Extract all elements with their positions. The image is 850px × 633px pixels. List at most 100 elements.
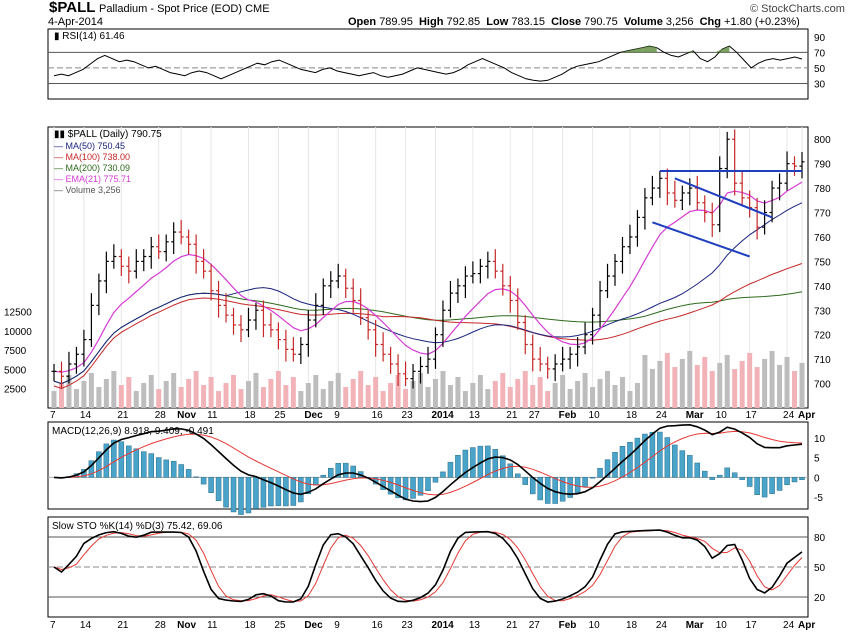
rsi-overbought-fill [627,49,635,53]
volume-bar [664,352,670,408]
macd-histogram-bar [731,472,738,478]
volume-bar [388,383,394,408]
panel-frame-rsi [47,28,809,100]
volume-bar [642,354,648,408]
volume-bar [597,378,603,408]
macd-histogram-bar [612,452,618,478]
volume-bar [649,368,655,408]
macd-histogram-bar [507,463,514,478]
ohlc-bar [201,249,207,279]
macd-histogram-bar [515,473,521,478]
rsi-overbought-fill [714,49,723,53]
macd-y-tick: 5 [814,454,820,465]
volume-bar [694,364,700,408]
volume-bar [717,362,723,408]
ohlc-bar [440,300,446,347]
macd-histogram-bar [702,470,708,478]
x-tick-label-sto: 7 [50,620,56,631]
ohlc-bar [231,307,237,335]
macd-histogram-bar [342,462,349,478]
trendline [652,221,750,258]
volume-bar [253,372,259,408]
macd-histogram-bar [574,477,581,493]
rsi-overbought-fill [642,46,650,53]
volume-bar [245,381,251,408]
macd-histogram-bar [716,474,723,478]
volume-bar [709,370,715,408]
volume-bar [552,383,558,408]
ohlc-bar [769,180,775,223]
rsi-overbought-fill [634,47,643,53]
volume-bar [193,370,199,408]
volume-bar [283,385,289,408]
macd-histogram-bar [103,443,110,478]
macd-histogram-bar [485,445,491,478]
x-tick-label-sto: 28 [155,620,167,631]
x-tick-label-price: 7 [50,410,56,421]
volume-bar [530,385,536,408]
x-tick-label-price: 28 [155,410,167,421]
volume-bar [141,383,147,408]
legend-entry: — MA(50) 750.45 [54,141,125,151]
volume-bar [358,370,364,408]
rsi-y-tick: 70 [814,48,826,59]
volume-bar [582,372,588,408]
ohlc-bar [253,302,259,330]
volume-bar [657,360,663,408]
x-tick-label-price: 21 [506,410,518,421]
ohlc-bar [328,271,334,299]
price-y-tick: 790 [814,160,831,171]
ohlc-bar [575,337,581,367]
ohlc-bar [552,354,558,382]
sto-y-tick: 50 [814,563,826,574]
volume-bar [66,374,72,408]
macd-histogram-bar [634,437,641,478]
x-tick-label-price: 18 [626,410,638,421]
volume-bar [440,370,446,408]
x-tick-label-sto: 2014 [431,620,454,631]
panel-frame-macd [47,421,809,510]
macd-histogram-bar [664,437,671,478]
ohlc-bar [590,307,596,345]
macd-histogram-bar [283,477,289,507]
volume-bar [590,387,596,408]
macd-histogram-bar [230,477,237,513]
ohlc-bar [178,219,184,245]
x-tick-label-sto: Mar [686,620,704,631]
volume-bar [418,372,424,408]
volume-bar [260,387,266,408]
macd-histogram-bar [597,468,603,478]
ohlc-bar [634,210,640,247]
volume-bar [515,378,521,408]
volume-bar [507,387,513,408]
price-y-tick: 700 [814,380,831,391]
ohlc-bar [163,234,169,262]
macd-histogram-bar [425,477,431,491]
macd-histogram-bar [223,477,229,508]
volume-bar [350,378,356,408]
macd-histogram-bar [141,451,147,478]
legend-entry: — MA(200) 730.09 [54,163,130,173]
volume-bar [567,389,573,408]
macd-histogram-bar [679,450,686,478]
ohlc-bar [732,129,738,196]
volume-bar [747,352,753,408]
x-tick-label-sto: Apr [798,620,815,631]
macd-histogram-bar [155,457,162,478]
volume-bar [679,358,685,408]
ohlc-bar [672,180,678,208]
macd-histogram-bar [148,453,154,478]
x-tick-label-price: 18 [244,410,256,421]
ohlc-bar [290,337,296,362]
volume-y-tick: 5000 [4,365,27,376]
macd-signal-line [53,430,803,496]
ohlc-bar [462,266,468,299]
rsi-overbought-fill [722,46,730,53]
macd-histogram-bar [238,477,244,515]
ohlc-bar [245,307,251,338]
macd-histogram-bar [544,477,551,504]
rsi-label: ▮ RSI(14) 61.46 [54,31,125,42]
volume-bar [305,383,311,408]
macd-histogram-bar [298,477,304,503]
